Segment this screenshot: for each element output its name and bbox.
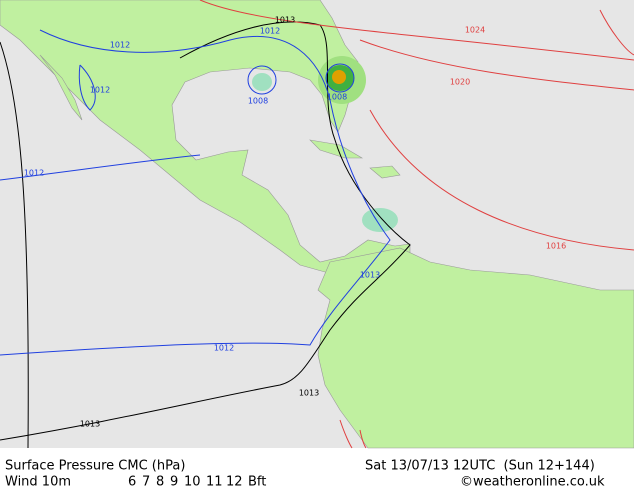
isobar xyxy=(325,63,355,93)
wind-area xyxy=(332,70,346,84)
wind-area xyxy=(362,208,398,232)
isobar-label: 1008 xyxy=(248,97,268,106)
scale-value: 9 xyxy=(170,475,178,490)
isobar-label: 1012 xyxy=(24,169,44,178)
footer-time: Sat 13/07/13 12UTC (Sun 12+144) xyxy=(365,459,595,474)
footer: Surface Pressure CMC (hPa) Sat 13/07/13 … xyxy=(5,459,605,490)
scale-value: 10 xyxy=(184,475,201,490)
isobar-label: 1012 xyxy=(110,41,130,50)
isobar-label: 1013 xyxy=(299,389,319,398)
isobar-label: 1012 xyxy=(214,344,234,353)
scale-unit: Bft xyxy=(248,475,266,490)
scale-value: 7 xyxy=(142,475,150,490)
isobar-label: 1008 xyxy=(327,93,347,102)
footer-title: Surface Pressure CMC (hPa) xyxy=(5,459,185,474)
scale-value: 8 xyxy=(156,475,164,490)
hispaniola xyxy=(369,165,401,179)
scale-value: 11 xyxy=(206,475,223,490)
isobar xyxy=(339,419,367,449)
isobar xyxy=(0,29,391,356)
isobars xyxy=(0,0,634,449)
scale-value: 12 xyxy=(226,475,243,490)
isobar xyxy=(0,41,29,449)
land xyxy=(0,0,634,449)
isobar-label: 1013 xyxy=(275,16,295,25)
isobar-label: 1012 xyxy=(90,86,110,95)
isobar xyxy=(599,9,634,56)
isobar-labels: 1013 1012 1012 1012 1008 1008 1024 1020 … xyxy=(24,16,566,429)
isobar xyxy=(199,0,634,61)
isobar xyxy=(247,65,277,95)
baja xyxy=(39,54,83,121)
wind-area xyxy=(252,73,272,91)
isobar-label: 1020 xyxy=(450,78,470,87)
isobar xyxy=(359,39,634,91)
isobar xyxy=(0,154,201,181)
isobar-label: 1013 xyxy=(360,271,380,280)
south-america xyxy=(317,247,634,449)
isobar-label: 1013 xyxy=(80,420,100,429)
credit: ©weatheronline.co.uk xyxy=(460,475,605,490)
isobar xyxy=(369,109,634,251)
scale-value: 6 xyxy=(128,475,136,490)
cuba xyxy=(309,139,364,159)
footer-wind: Wind 10m xyxy=(5,475,71,490)
isobar-label: 1024 xyxy=(465,26,485,35)
isobar-label: 1016 xyxy=(546,242,566,251)
isobar xyxy=(78,64,96,111)
isobar-label: 1012 xyxy=(260,27,280,36)
